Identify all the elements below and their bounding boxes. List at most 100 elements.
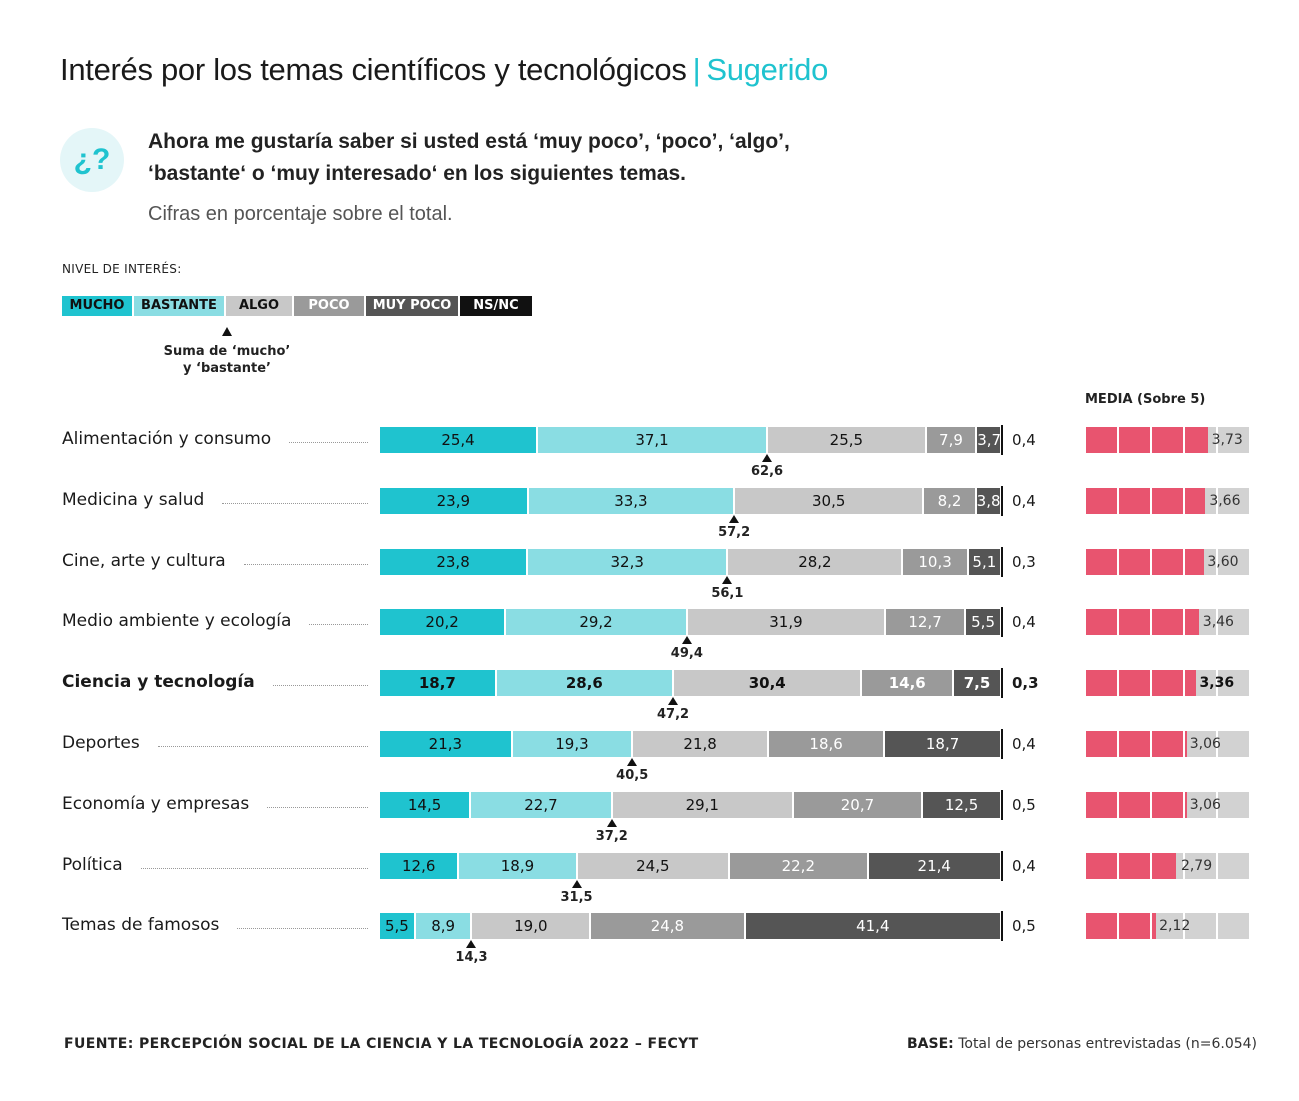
leader-dots: [309, 624, 368, 625]
media-fill: [1086, 792, 1117, 818]
row-label: Deportes: [62, 733, 140, 753]
bar-segment-bastante: 8,9: [415, 913, 471, 939]
media-value: 3,06: [1189, 736, 1221, 752]
media-block: [1185, 792, 1216, 818]
row-label: Política: [62, 855, 123, 875]
media-fill: [1152, 427, 1183, 453]
media-value: 3,06: [1189, 797, 1221, 813]
media-fill: [1086, 427, 1117, 453]
sum-value: 31,5: [560, 890, 593, 905]
bar-segment-muy-poco: 5,5: [966, 609, 1000, 635]
nsnc-marker: [1001, 425, 1003, 455]
nsnc-value: 0,4: [1012, 613, 1036, 631]
media-fill: [1185, 427, 1208, 453]
row-label: Ciencia y tecnología: [62, 672, 255, 692]
bar-segment-mucho: 5,5: [380, 913, 414, 939]
base-note: BASE: Total de personas entrevistadas (n…: [907, 1036, 1257, 1052]
media-value: 3,73: [1211, 432, 1243, 448]
row-label: Temas de famosos: [62, 915, 220, 935]
bar-segment-muy-poco: 18,7: [885, 731, 1000, 757]
row-label: Cine, arte y cultura: [62, 551, 226, 571]
leader-dots: [243, 564, 368, 565]
base-label: BASE:: [906, 1036, 954, 1052]
question-icon: ¿?: [60, 128, 124, 192]
bar-segment-algo: 24,5: [577, 853, 729, 879]
leader-dots: [289, 442, 368, 443]
media-value: 3,36: [1199, 675, 1235, 691]
legend-item-mucho: MUCHO: [62, 296, 132, 316]
media-fill: [1086, 913, 1117, 939]
legend-title: NIVEL DE INTERÉS:: [62, 262, 182, 276]
sum-value: 40,5: [616, 768, 649, 783]
nsnc-value: 0,4: [1012, 492, 1036, 510]
figures-note: Cifras en porcentaje sobre el total.: [148, 203, 453, 225]
title-subtitle: Sugerido: [706, 52, 829, 87]
media-block: [1218, 853, 1249, 879]
bar-segment-poco: 10,3: [903, 549, 967, 575]
nsnc-value: 0,4: [1012, 431, 1036, 449]
media-fill: [1152, 670, 1183, 696]
media-fill: [1119, 609, 1150, 635]
sum-note-line-2: y ‘bastante’: [183, 361, 271, 376]
row-label: Economía y empresas: [62, 794, 250, 814]
media-fill: [1185, 488, 1206, 514]
bar-segment-poco: 8,2: [924, 488, 975, 514]
media-block: [1152, 913, 1183, 939]
sum-marker-icon: [681, 636, 692, 644]
media-value: 2,12: [1159, 918, 1191, 934]
bar-segment-poco: 22,2: [730, 853, 867, 879]
bar-segment-poco: 14,6: [862, 670, 952, 696]
nsnc-marker: [1001, 607, 1003, 637]
media-fill: [1119, 549, 1150, 575]
media-fill: [1152, 913, 1156, 939]
bar-segment-algo: 19,0: [472, 913, 590, 939]
nsnc-marker: [1001, 790, 1003, 820]
media-fill: [1185, 609, 1200, 635]
media-fill: [1152, 488, 1183, 514]
question-line-1: Ahora me gustaría saber si usted está ‘m…: [148, 130, 790, 153]
sum-value: 14,3: [455, 950, 488, 965]
media-fill: [1185, 792, 1187, 818]
question-text: Ahora me gustaría saber si usted está ‘m…: [148, 126, 848, 190]
sum-value: 56,1: [711, 586, 744, 601]
row-label: Medicina y salud: [62, 490, 205, 510]
legend-item-muy-poco: MUY POCO: [366, 296, 458, 316]
sum-marker-icon: [722, 576, 733, 584]
media-fill: [1086, 731, 1117, 757]
sum-marker-icon: [606, 819, 617, 827]
media-value: 3,60: [1207, 554, 1239, 570]
bar-segment-poco: 18,6: [769, 731, 884, 757]
media-fill: [1152, 549, 1183, 575]
nsnc-value: 0,3: [1012, 674, 1039, 692]
leader-dots: [237, 928, 368, 929]
legend-item-poco: POCO: [294, 296, 364, 316]
sum-marker-icon: [627, 758, 638, 766]
leader-dots: [157, 746, 368, 747]
media-fill: [1185, 670, 1197, 696]
media-block: [1185, 853, 1216, 879]
media-fill: [1086, 853, 1117, 879]
media-block: [1218, 731, 1249, 757]
media-block: [1218, 427, 1249, 453]
nsnc-marker: [1001, 729, 1003, 759]
media-fill: [1152, 731, 1183, 757]
media-fill: [1119, 913, 1150, 939]
sum-value: 57,2: [718, 525, 751, 540]
media-block: [1218, 488, 1249, 514]
bar-segment-mucho: 23,8: [380, 549, 527, 575]
bar-segment-bastante: 19,3: [512, 731, 632, 757]
row-label: Alimentación y consumo: [62, 429, 272, 449]
bar-segment-bastante: 29,2: [506, 609, 686, 635]
bar-segment-mucho: 21,3: [380, 731, 511, 757]
media-block: [1218, 609, 1249, 635]
media-fill: [1086, 549, 1117, 575]
bar-segment-mucho: 23,9: [380, 488, 527, 514]
media-fill: [1152, 609, 1183, 635]
media-fill: [1119, 427, 1150, 453]
nsnc-value: 0,5: [1012, 917, 1036, 935]
media-fill: [1185, 731, 1187, 757]
bar-segment-poco: 20,7: [793, 792, 922, 818]
row-label: Medio ambiente y ecología: [62, 611, 292, 631]
media-block: [1218, 670, 1249, 696]
leader-dots: [222, 503, 368, 504]
